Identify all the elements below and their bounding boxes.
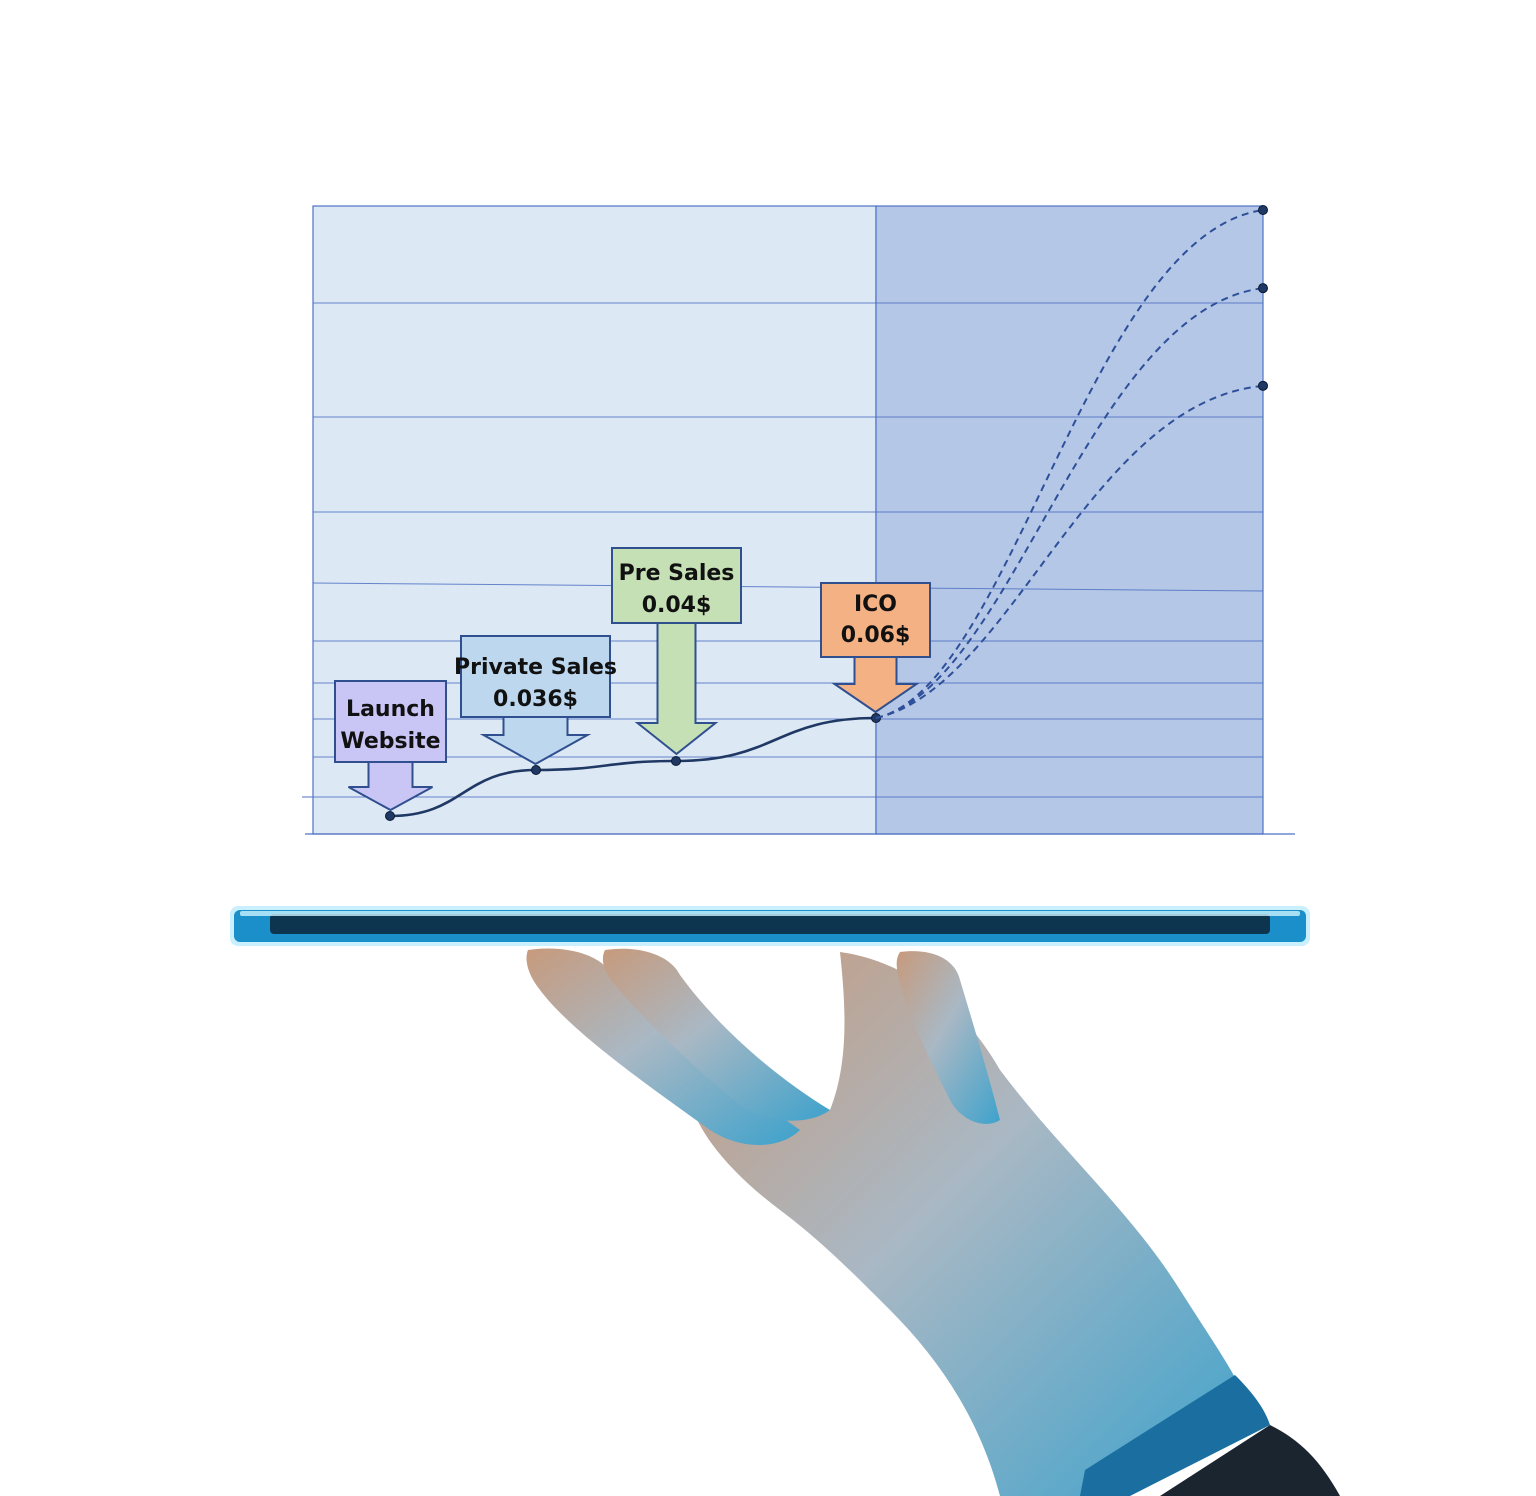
milestone-label: Private Sales: [454, 655, 617, 680]
milestone-box: [334, 680, 447, 763]
tablet-highlight: [240, 911, 1300, 916]
milestone-value: 0.06$: [841, 623, 911, 648]
hand-palm: [690, 952, 1250, 1496]
milestone-callouts: Launch Website Private Sales 0.036$ Pre Sale…: [334, 547, 931, 812]
milestone-callout: ICO 0.06$: [820, 582, 931, 714]
hand-holding-tablet: [230, 906, 1340, 1496]
milestone-arrow: [479, 716, 592, 766]
series-line-actual: [389, 716, 877, 818]
series-layer: [385, 205, 1268, 821]
jacket-sleeve: [1160, 1425, 1340, 1496]
milestone-arrow: [634, 622, 719, 756]
milestone-callout: Pre Sales 0.04$: [611, 547, 742, 756]
hand-thumb: [896, 951, 1000, 1124]
milestone-box: [460, 635, 611, 718]
hand-finger-2: [602, 948, 830, 1121]
series-line-projection-2: [875, 287, 1264, 719]
tablet-device: [230, 906, 1310, 946]
milestone-arrow: [348, 761, 433, 812]
milestone-box: [820, 582, 931, 658]
milestone-value: 0.04$: [642, 593, 712, 618]
data-point: [1258, 283, 1268, 294]
milestone-label: Pre Sales: [619, 561, 735, 586]
data-point: [385, 811, 395, 821]
tablet-screen-edge: [270, 914, 1270, 934]
milestone-label: ICO: [854, 592, 897, 617]
milestone-arrow: [831, 656, 920, 714]
milestone-callout: Private Sales 0.036$: [454, 635, 617, 766]
milestone-label: Launch: [346, 697, 435, 722]
data-point: [531, 765, 541, 775]
data-point: [1258, 380, 1268, 391]
data-point: [1258, 205, 1268, 215]
milestone-callout: Launch Website: [334, 680, 447, 812]
future-region: [875, 205, 1264, 835]
data-point: [671, 756, 681, 766]
series-line-projection-1: [875, 209, 1264, 719]
gridline: [312, 582, 1264, 592]
series-line-projection-3: [875, 384, 1264, 719]
milestone-value: Website: [340, 729, 440, 754]
milestone-box: [611, 547, 742, 624]
milestone-value: 0.036$: [493, 687, 578, 712]
shirt-cuff: [1080, 1375, 1270, 1496]
hand-illustration: [526, 948, 1340, 1496]
